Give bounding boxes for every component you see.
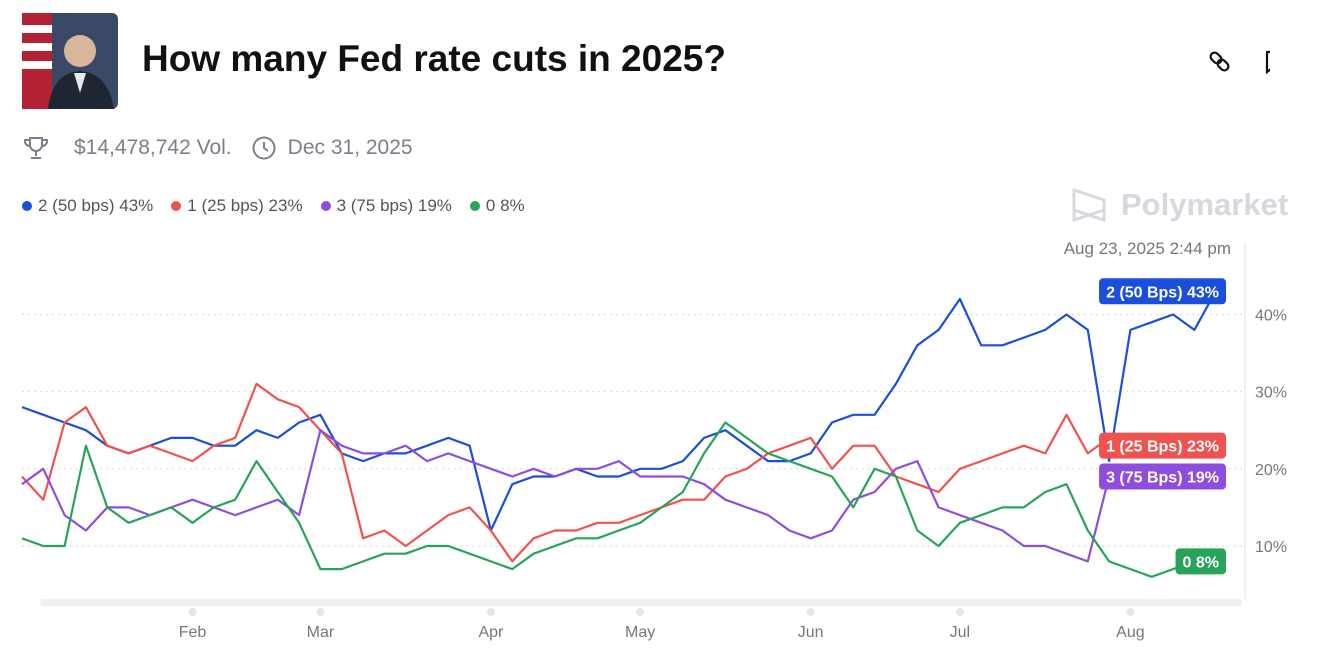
trophy-icon	[23, 137, 49, 159]
end-label-text: 2 (50 Bps) 43%	[1106, 284, 1219, 301]
link-icon[interactable]	[1209, 51, 1230, 72]
legend-label: 1 (25 bps) 23%	[187, 196, 303, 215]
series-line	[21, 429, 1216, 563]
end-label: 1 (25 Bps) 23%	[1099, 432, 1226, 459]
x-tick-mark	[636, 608, 645, 616]
legend-dot	[22, 201, 32, 211]
x-tick-label: Feb	[179, 624, 207, 641]
x-tick-mark	[955, 608, 964, 616]
series-line	[21, 421, 1216, 578]
end-label-text: 1 (25 Bps) 23%	[1106, 439, 1219, 456]
x-tick-mark	[1126, 608, 1135, 616]
x-tick-label: Apr	[478, 624, 504, 641]
end-label: 0 8%	[1175, 548, 1226, 575]
brand-logo: Polymarket	[1072, 187, 1288, 223]
end-label-bg	[1099, 463, 1226, 490]
market-title: How many Fed rate cuts in 2025?	[142, 38, 726, 79]
bookmark-icon[interactable]	[1265, 50, 1270, 75]
x-tick-mark	[316, 608, 325, 616]
hover-date: Aug 23, 2025 2:44 pm	[1064, 239, 1231, 258]
legend-dot	[469, 201, 480, 211]
legend-item[interactable]: 1 (25 bps) 23%	[171, 196, 303, 216]
end-label-bg	[1099, 432, 1226, 459]
clock-icon	[252, 136, 276, 160]
x-tick-mark	[806, 608, 815, 616]
end-label: 2 (50 Bps) 43%	[1099, 278, 1226, 305]
legend-label: 3 (75 bps) 19%	[336, 196, 452, 215]
end-label: 3 (75 Bps) 19%	[1099, 463, 1226, 490]
series-line	[21, 382, 1217, 563]
meta: $14,478,742 Vol. Dec 31, 2025	[22, 134, 413, 162]
range-bar[interactable]	[40, 599, 1242, 606]
volume: $14,478,742 Vol.	[74, 136, 232, 159]
market-image	[22, 13, 118, 109]
legend-item[interactable]: 2 (50 bps) 43%	[22, 196, 153, 216]
legend-item[interactable]: 0 8%	[469, 196, 525, 216]
legend-label: 0 8%	[485, 196, 525, 215]
x-tick-mark	[486, 608, 495, 616]
end-label-text: 0 8%	[1183, 554, 1219, 571]
x-tick-label: Aug	[1116, 624, 1144, 641]
actions	[1209, 50, 1270, 75]
legend-dot	[171, 201, 182, 211]
y-tick-label: 10%	[1255, 539, 1287, 556]
end-label-text: 3 (75 Bps) 19%	[1106, 470, 1219, 487]
legend-item[interactable]: 3 (75 bps) 19%	[320, 196, 452, 216]
x-tick-label: Jun	[798, 624, 824, 641]
y-tick-label: 20%	[1255, 462, 1287, 479]
end-label-bg	[1099, 278, 1226, 305]
series-line	[21, 290, 1217, 532]
x-tick-label: Mar	[307, 624, 335, 641]
legend: 2 (50 bps) 43% 1 (25 bps) 23% 3 (75 bps) 1…	[22, 196, 525, 216]
x-tick-mark	[188, 608, 197, 616]
end-date: Dec 31, 2025	[287, 136, 413, 159]
y-tick-label: 30%	[1255, 385, 1287, 402]
brand: Polymarket	[1121, 187, 1288, 222]
y-tick-label: 40%	[1255, 307, 1287, 324]
x-tick-label: May	[625, 624, 655, 641]
x-tick-label: Jul	[950, 624, 970, 641]
end-label-bg	[1175, 548, 1226, 575]
legend-label: 2 (50 bps) 43%	[38, 196, 154, 215]
legend-dot	[320, 201, 331, 211]
